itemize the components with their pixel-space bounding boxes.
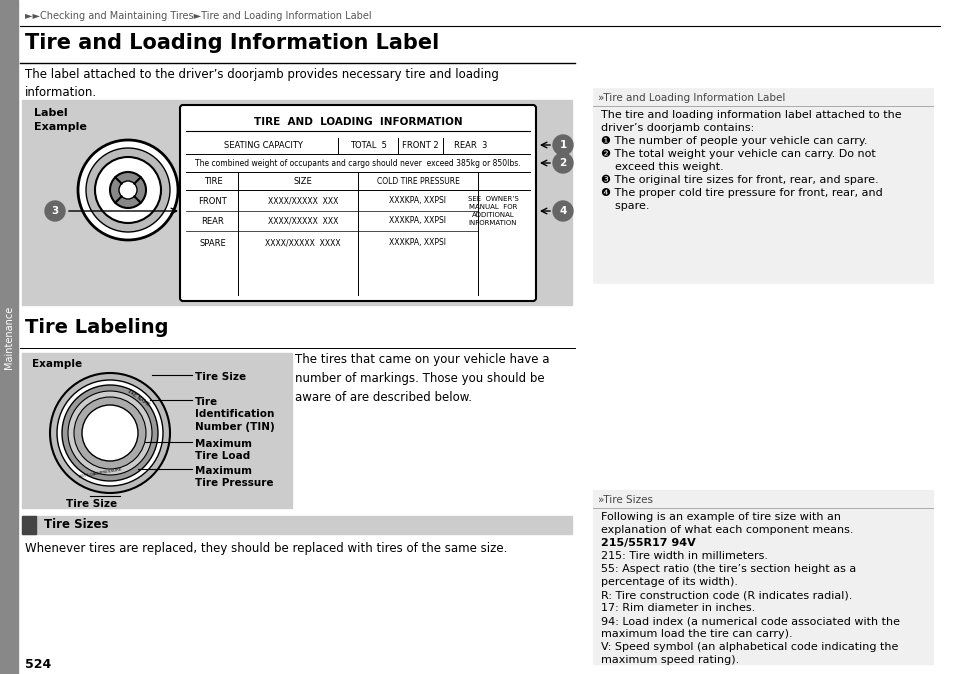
Bar bbox=[22, 516, 36, 534]
Text: DOT/LOAD/PRESSURE: DOT/LOAD/PRESSURE bbox=[77, 467, 122, 479]
Text: exceed this weight.: exceed this weight. bbox=[600, 162, 723, 172]
Text: ❹ The proper cold tire pressure for front, rear, and: ❹ The proper cold tire pressure for fron… bbox=[600, 188, 882, 198]
Text: ❸ The original tire sizes for front, rear, and spare.: ❸ The original tire sizes for front, rea… bbox=[600, 175, 878, 185]
Text: FRONT: FRONT bbox=[198, 197, 227, 206]
Bar bbox=[22, 516, 572, 534]
Text: Tire
Identification
Number (TIN): Tire Identification Number (TIN) bbox=[194, 397, 274, 432]
Circle shape bbox=[553, 153, 573, 173]
Text: ►►Checking and Maintaining Tires►Tire and Loading Information Label: ►►Checking and Maintaining Tires►Tire an… bbox=[25, 11, 372, 21]
Text: ❷ The total weight your vehicle can carry. Do not: ❷ The total weight your vehicle can carr… bbox=[600, 149, 875, 159]
Text: Label
Example: Label Example bbox=[34, 108, 87, 132]
Text: The tires that came on your vehicle have a
number of markings. Those you should : The tires that came on your vehicle have… bbox=[294, 353, 549, 404]
Text: explanation of what each component means.: explanation of what each component means… bbox=[600, 525, 853, 535]
Circle shape bbox=[110, 172, 146, 208]
Text: SPARE: SPARE bbox=[199, 239, 226, 247]
Text: TIRE NAME: TIRE NAME bbox=[126, 388, 151, 408]
Text: SEATING CAPACITY: SEATING CAPACITY bbox=[223, 140, 302, 150]
Circle shape bbox=[82, 405, 138, 461]
Text: percentage of its width).: percentage of its width). bbox=[600, 577, 738, 587]
Text: FRONT 2: FRONT 2 bbox=[401, 140, 437, 150]
Circle shape bbox=[50, 373, 170, 493]
Text: Tire Sizes: Tire Sizes bbox=[44, 518, 109, 532]
Text: Tire Size: Tire Size bbox=[194, 372, 246, 382]
Text: 1: 1 bbox=[558, 140, 566, 150]
Text: 215/55R17 94V: 215/55R17 94V bbox=[600, 538, 695, 548]
Text: Tire Size: Tire Size bbox=[67, 499, 117, 509]
Bar bbox=[0, 0, 18, 674]
Text: 2: 2 bbox=[558, 158, 566, 168]
Text: spare.: spare. bbox=[600, 201, 649, 211]
Text: XXXX/XXXXX  XXX: XXXX/XXXXX XXX bbox=[268, 216, 337, 226]
Circle shape bbox=[553, 135, 573, 155]
Text: SIZE: SIZE bbox=[294, 177, 312, 185]
Circle shape bbox=[86, 148, 170, 232]
Circle shape bbox=[68, 391, 152, 475]
Text: TIRE  AND  LOADING  INFORMATION: TIRE AND LOADING INFORMATION bbox=[253, 117, 462, 127]
Text: Tire Labeling: Tire Labeling bbox=[25, 318, 169, 337]
Text: REAR  3: REAR 3 bbox=[454, 140, 487, 150]
Text: Maintenance: Maintenance bbox=[4, 305, 14, 369]
Text: XXXKPA, XXPSI: XXXKPA, XXPSI bbox=[389, 239, 446, 247]
Text: Example: Example bbox=[32, 359, 82, 369]
Text: The combined weight of occupants and cargo should never  exceed 385kg or 850lbs.: The combined weight of occupants and car… bbox=[195, 158, 520, 168]
Text: 17: Rim diameter in inches.: 17: Rim diameter in inches. bbox=[600, 603, 755, 613]
Text: The label attached to the driver’s doorjamb provides necessary tire and loading
: The label attached to the driver’s doorj… bbox=[25, 68, 498, 99]
Bar bbox=[593, 88, 932, 283]
Text: XXXKPA, XXPSI: XXXKPA, XXPSI bbox=[389, 197, 446, 206]
Text: Maximum
Tire Pressure: Maximum Tire Pressure bbox=[194, 466, 274, 489]
Text: Tire and Loading Information Label: Tire and Loading Information Label bbox=[25, 33, 438, 53]
Text: TIRE: TIRE bbox=[204, 177, 222, 185]
Text: XXXX/XXXXX  XXXX: XXXX/XXXXX XXXX bbox=[265, 239, 340, 247]
Text: Following is an example of tire size with an: Following is an example of tire size wit… bbox=[600, 512, 841, 522]
Text: TOTAL  5: TOTAL 5 bbox=[349, 140, 386, 150]
Text: driver’s doorjamb contains:: driver’s doorjamb contains: bbox=[600, 123, 754, 133]
Text: 55: Aspect ratio (the tire’s section height as a: 55: Aspect ratio (the tire’s section hei… bbox=[600, 564, 856, 574]
Text: 3: 3 bbox=[51, 206, 58, 216]
Text: maximum speed rating).: maximum speed rating). bbox=[600, 655, 739, 665]
Text: 94: Load index (a numerical code associated with the: 94: Load index (a numerical code associa… bbox=[600, 616, 899, 626]
Text: V: Speed symbol (an alphabetical code indicating the: V: Speed symbol (an alphabetical code in… bbox=[600, 642, 898, 652]
Circle shape bbox=[119, 181, 137, 199]
Circle shape bbox=[553, 201, 573, 221]
Text: R: Tire construction code (R indicates radial).: R: Tire construction code (R indicates r… bbox=[600, 590, 851, 600]
Text: REAR: REAR bbox=[201, 216, 224, 226]
Text: The tire and loading information label attached to the: The tire and loading information label a… bbox=[600, 110, 901, 120]
Text: 215: Tire width in millimeters.: 215: Tire width in millimeters. bbox=[600, 551, 767, 561]
Circle shape bbox=[57, 380, 163, 486]
Text: 524: 524 bbox=[25, 658, 51, 671]
Text: maximum load the tire can carry).: maximum load the tire can carry). bbox=[600, 629, 792, 639]
Text: »Tire Sizes: »Tire Sizes bbox=[598, 495, 652, 505]
Text: XXXX/XXXXX  XXX: XXXX/XXXXX XXX bbox=[268, 197, 337, 206]
Text: SEE  OWNER’S
MANUAL  FOR
ADDITIONAL
INFORMATION: SEE OWNER’S MANUAL FOR ADDITIONAL INFORM… bbox=[467, 196, 517, 226]
Text: COLD TIRE PRESSURE: COLD TIRE PRESSURE bbox=[376, 177, 459, 185]
FancyBboxPatch shape bbox=[180, 105, 536, 301]
Circle shape bbox=[74, 397, 146, 469]
Circle shape bbox=[78, 140, 178, 240]
Bar bbox=[22, 100, 572, 305]
Text: Whenever tires are replaced, they should be replaced with tires of the same size: Whenever tires are replaced, they should… bbox=[25, 542, 507, 555]
Bar bbox=[22, 353, 292, 508]
Circle shape bbox=[62, 385, 158, 481]
Circle shape bbox=[45, 201, 65, 221]
Text: ❶ The number of people your vehicle can carry.: ❶ The number of people your vehicle can … bbox=[600, 136, 866, 146]
Text: »Tire and Loading Information Label: »Tire and Loading Information Label bbox=[598, 93, 784, 103]
Text: XXXKPA, XXPSI: XXXKPA, XXPSI bbox=[389, 216, 446, 226]
Bar bbox=[593, 490, 932, 664]
Text: Maximum
Tire Load: Maximum Tire Load bbox=[194, 439, 252, 462]
Circle shape bbox=[95, 157, 161, 223]
Text: 4: 4 bbox=[558, 206, 566, 216]
